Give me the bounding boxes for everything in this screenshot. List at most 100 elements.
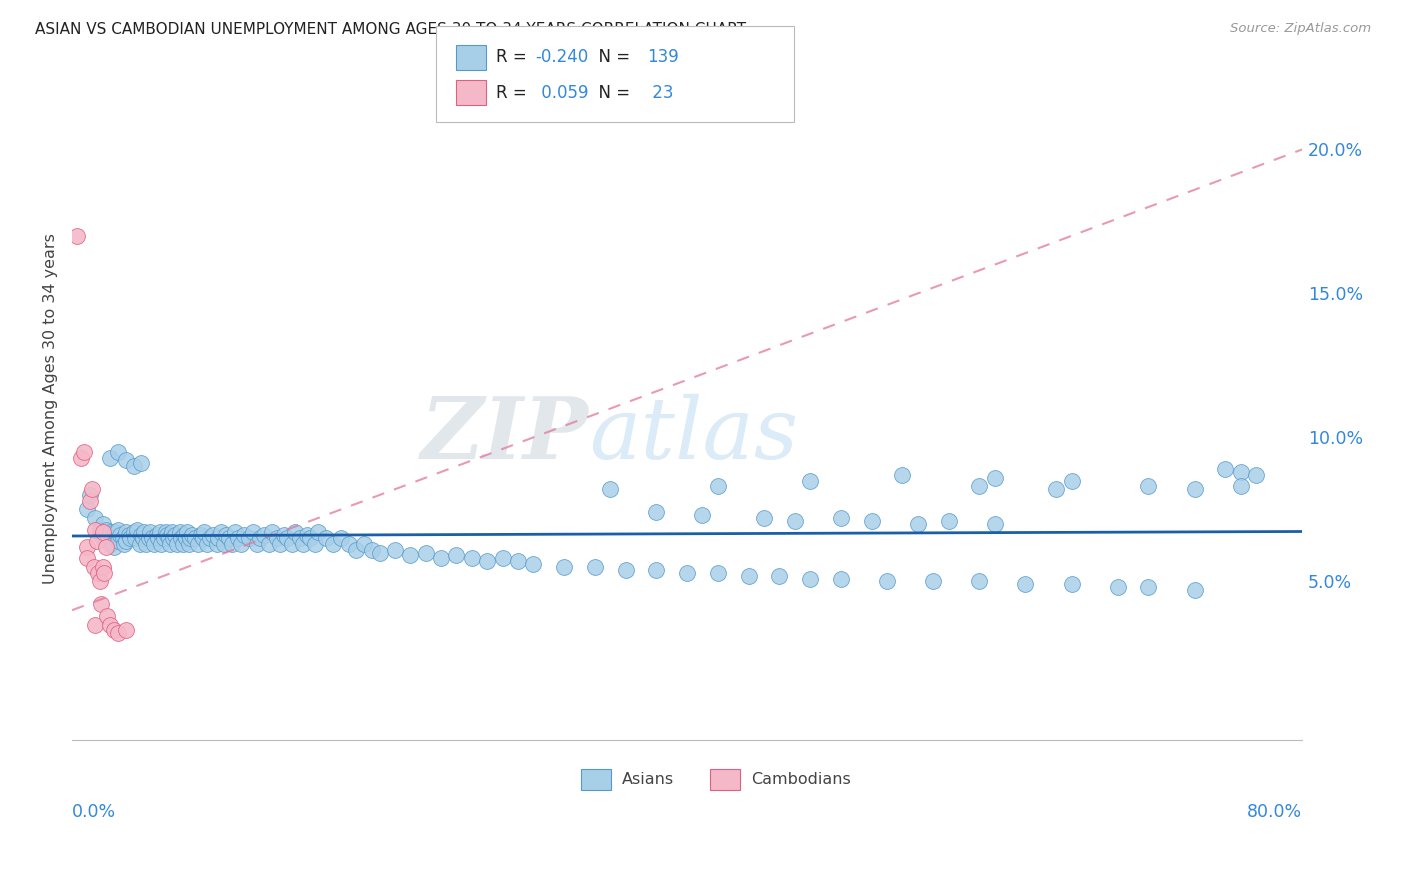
Point xyxy=(90,598,112,612)
Point xyxy=(94,540,117,554)
Point xyxy=(860,514,883,528)
Point xyxy=(174,531,197,545)
Point xyxy=(218,531,240,545)
Point xyxy=(506,554,529,568)
Point xyxy=(76,502,98,516)
Point xyxy=(124,531,146,545)
Point xyxy=(100,450,122,465)
Point xyxy=(173,528,195,542)
Point xyxy=(249,531,271,545)
Point xyxy=(107,534,129,549)
Point xyxy=(297,528,319,542)
Point xyxy=(125,523,148,537)
Point xyxy=(299,531,322,545)
FancyBboxPatch shape xyxy=(710,769,740,790)
Point xyxy=(1107,580,1129,594)
Point xyxy=(983,471,1005,485)
Point xyxy=(156,528,179,542)
Point xyxy=(645,505,668,519)
Point xyxy=(242,525,264,540)
Point xyxy=(108,528,131,542)
Point xyxy=(193,525,215,540)
Point xyxy=(645,563,668,577)
Point xyxy=(80,482,103,496)
Point xyxy=(231,537,253,551)
Point xyxy=(70,450,93,465)
Point xyxy=(676,566,699,580)
Point xyxy=(112,537,135,551)
Point xyxy=(139,525,162,540)
Point xyxy=(86,534,108,549)
Point xyxy=(1229,479,1251,493)
Point xyxy=(84,511,107,525)
Point xyxy=(103,624,125,638)
Point xyxy=(190,528,212,542)
Point xyxy=(384,542,406,557)
Point xyxy=(938,514,960,528)
Point xyxy=(146,531,169,545)
Point xyxy=(96,531,118,545)
Point xyxy=(346,542,368,557)
Point xyxy=(830,572,852,586)
Point xyxy=(337,537,360,551)
Point xyxy=(353,537,375,551)
Point xyxy=(79,493,101,508)
Point xyxy=(100,617,122,632)
Point xyxy=(65,228,87,243)
Point xyxy=(522,557,544,571)
Point xyxy=(1137,580,1160,594)
Point xyxy=(153,531,176,545)
Point xyxy=(149,525,172,540)
Point xyxy=(273,528,295,542)
Point xyxy=(84,523,107,537)
Point xyxy=(215,528,238,542)
Point xyxy=(202,528,225,542)
Point xyxy=(172,537,194,551)
Point xyxy=(1229,465,1251,479)
Point xyxy=(160,525,183,540)
Point xyxy=(599,482,621,496)
Point xyxy=(212,537,235,551)
Point xyxy=(87,566,110,580)
Point xyxy=(91,516,114,531)
Text: 80.0%: 80.0% xyxy=(1247,803,1302,822)
Point xyxy=(491,551,513,566)
Point xyxy=(446,549,468,563)
Point xyxy=(129,456,152,470)
Text: R =: R = xyxy=(496,84,533,102)
Point xyxy=(269,537,291,551)
Point xyxy=(76,551,98,566)
Point xyxy=(89,523,111,537)
Point xyxy=(138,531,160,545)
Point xyxy=(179,531,201,545)
Point xyxy=(260,525,283,540)
Point xyxy=(221,537,243,551)
Point xyxy=(983,516,1005,531)
Point xyxy=(830,511,852,525)
Point xyxy=(368,546,391,560)
Point xyxy=(79,488,101,502)
Point xyxy=(224,525,246,540)
Point xyxy=(103,540,125,554)
Point xyxy=(238,531,260,545)
Point xyxy=(100,537,122,551)
Point xyxy=(1045,482,1067,496)
Point xyxy=(284,525,307,540)
Point xyxy=(122,459,145,474)
FancyBboxPatch shape xyxy=(581,769,610,790)
Point xyxy=(1213,462,1236,476)
Point xyxy=(360,542,382,557)
Point xyxy=(891,467,914,482)
Point xyxy=(73,445,96,459)
Point xyxy=(315,531,337,545)
Point xyxy=(159,537,181,551)
Point xyxy=(692,508,714,523)
Point xyxy=(94,523,117,537)
Point xyxy=(707,566,730,580)
Point xyxy=(107,523,129,537)
Point xyxy=(120,531,142,545)
Point xyxy=(1244,467,1267,482)
Point xyxy=(207,531,229,545)
Point xyxy=(91,560,114,574)
Point xyxy=(93,566,115,580)
